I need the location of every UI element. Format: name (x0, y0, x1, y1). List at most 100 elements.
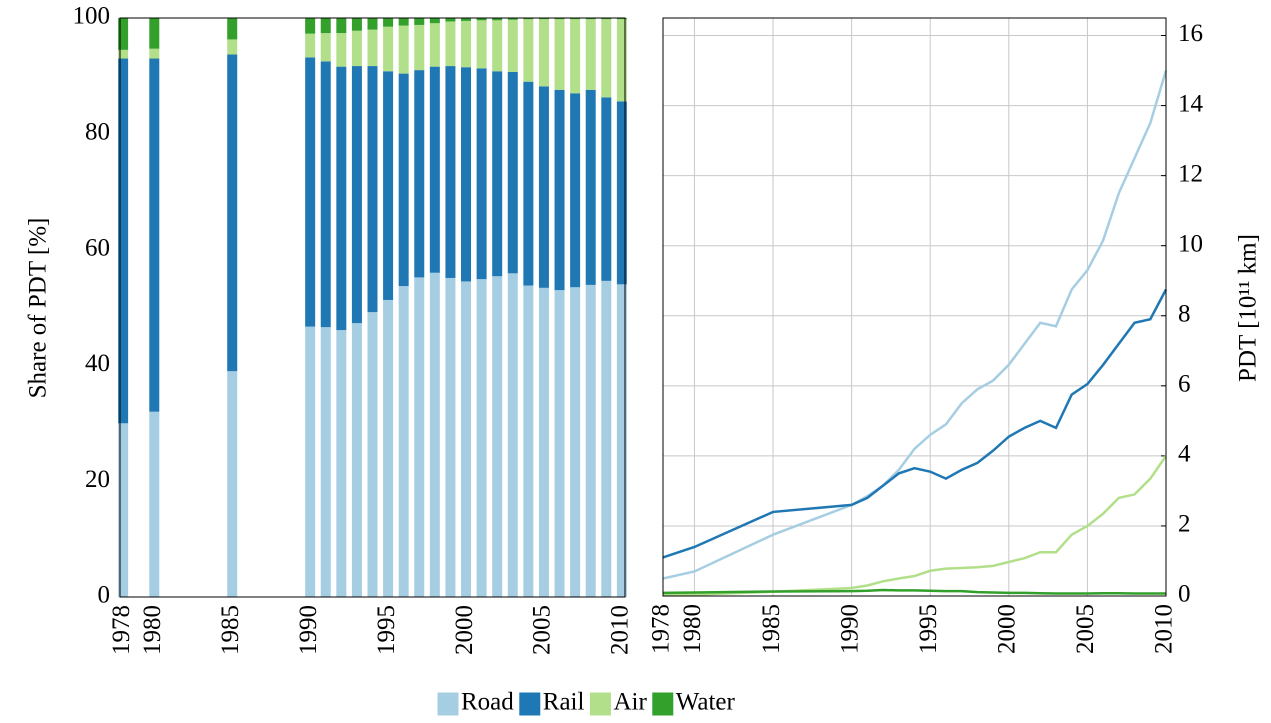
y-tick-label: 60 (85, 234, 110, 261)
bar-segment (601, 97, 612, 281)
legend-swatch (652, 692, 674, 716)
legend-swatch (437, 692, 459, 716)
bar-segment (538, 287, 549, 597)
y-tick-label: 6 (1178, 371, 1191, 398)
line: Air (662, 455, 1168, 597)
bar-segment (336, 330, 347, 597)
bar-segment (351, 66, 362, 324)
bar-segment (461, 20, 472, 68)
bar-segment (585, 19, 596, 90)
bar-segment (523, 81, 534, 286)
bar-segment (601, 18, 612, 20)
bar-segment (398, 286, 409, 597)
bar-segment (320, 61, 331, 328)
bar-segment (507, 71, 518, 274)
bar-segment (585, 18, 596, 20)
y-tick-label: 10 (1178, 230, 1203, 257)
legend-label: Water (676, 689, 736, 716)
line: Road (662, 70, 1168, 580)
bar-segment (336, 66, 347, 331)
line: Rail (662, 288, 1168, 559)
bar-segment (414, 277, 425, 597)
bar-segment (601, 280, 612, 597)
bar-segment (367, 312, 378, 597)
axis-frame (119, 17, 626, 598)
bar-segment (149, 58, 160, 412)
bar-segment (616, 284, 627, 597)
bar-segment (445, 21, 456, 67)
bar-segment (492, 276, 503, 597)
bar-segment (429, 272, 440, 597)
bar-segment (367, 18, 378, 30)
axis-frame (662, 17, 1167, 597)
bar-segment (476, 68, 487, 280)
bar-segment (227, 39, 238, 55)
bar-segment (320, 18, 331, 34)
x-tick-label: 1985 (758, 604, 785, 654)
y-tick-label: 80 (85, 119, 110, 146)
bar-segment (149, 48, 160, 59)
bar-segment (351, 18, 362, 31)
x-tick-label: 2005 (529, 605, 556, 655)
y-tick-label: 0 (1178, 581, 1191, 608)
bar-segment (523, 18, 534, 20)
y-tick-label: 0 (98, 582, 111, 609)
bar-segment (351, 323, 362, 597)
bar-segment (570, 18, 581, 20)
x-tick-label: 1990 (836, 604, 863, 654)
bar-segment (507, 19, 518, 72)
x-tick-label: 1985 (217, 605, 244, 655)
bar-segment (118, 49, 129, 59)
bar-segment (507, 273, 518, 597)
bar-segment (445, 66, 456, 278)
bar-segment (383, 26, 394, 72)
x-tick-label: 2010 (1151, 604, 1178, 654)
bar-segment (414, 24, 425, 71)
bar-segment (118, 423, 129, 597)
legend-swatch (589, 692, 611, 716)
bar-segment (570, 19, 581, 94)
bar-segment (461, 18, 472, 21)
bar-segment (585, 284, 596, 597)
bar-segment (149, 411, 160, 597)
bar-segment (367, 66, 378, 313)
bar-segment (336, 18, 347, 34)
bar-segment (398, 18, 409, 26)
bar-segment (367, 29, 378, 67)
bar-segment (414, 18, 425, 25)
y-tick-label: 20 (85, 466, 110, 493)
y-tick-label: 2 (1178, 511, 1191, 538)
bar-segment (383, 71, 394, 300)
bar-segment (538, 18, 549, 20)
legend-label: Road (461, 689, 514, 716)
y-tick-label: 14 (1178, 90, 1204, 117)
bar-segment (383, 299, 394, 597)
bar-segment (305, 57, 316, 327)
line: Water (662, 588, 1166, 595)
y-tick-label: 40 (85, 350, 110, 377)
bar-segment (476, 18, 487, 21)
bar-segment (351, 30, 362, 67)
bar-segment (429, 23, 440, 67)
bar-segment (554, 89, 565, 291)
bar-segment (336, 33, 347, 67)
bar-segment (118, 18, 129, 50)
bar-segment (227, 54, 238, 372)
bar-segment (445, 18, 456, 22)
bar-segment (398, 25, 409, 74)
bar-segment (429, 18, 440, 24)
x-tick-label: 1990 (295, 605, 322, 655)
bar-segment (538, 19, 549, 87)
bar-segment (320, 327, 331, 597)
bar-segment (461, 281, 472, 597)
bar-segment (227, 371, 238, 597)
x-tick-label: 1980 (679, 604, 706, 654)
bar-segment (414, 70, 425, 278)
bar-segment (429, 66, 440, 273)
legend-label: Air (613, 689, 647, 716)
y-tick-label: 8 (1178, 300, 1191, 327)
x-tick-label: 2000 (451, 605, 478, 655)
bar-segment (305, 33, 316, 58)
